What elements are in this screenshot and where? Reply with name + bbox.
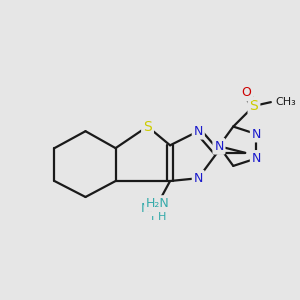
Text: N: N xyxy=(214,140,224,153)
Text: N: N xyxy=(252,128,261,141)
Text: O: O xyxy=(242,86,251,99)
Text: N: N xyxy=(194,172,203,185)
Text: S: S xyxy=(250,99,258,113)
Text: N: N xyxy=(194,125,203,138)
Text: H₂N: H₂N xyxy=(146,197,170,210)
Text: H: H xyxy=(158,212,166,222)
Text: H: H xyxy=(154,202,162,215)
Text: H: H xyxy=(151,210,159,223)
Text: NH: NH xyxy=(141,202,160,215)
Text: CH₃: CH₃ xyxy=(276,97,296,107)
Text: N: N xyxy=(252,152,261,165)
Text: S: S xyxy=(143,119,152,134)
